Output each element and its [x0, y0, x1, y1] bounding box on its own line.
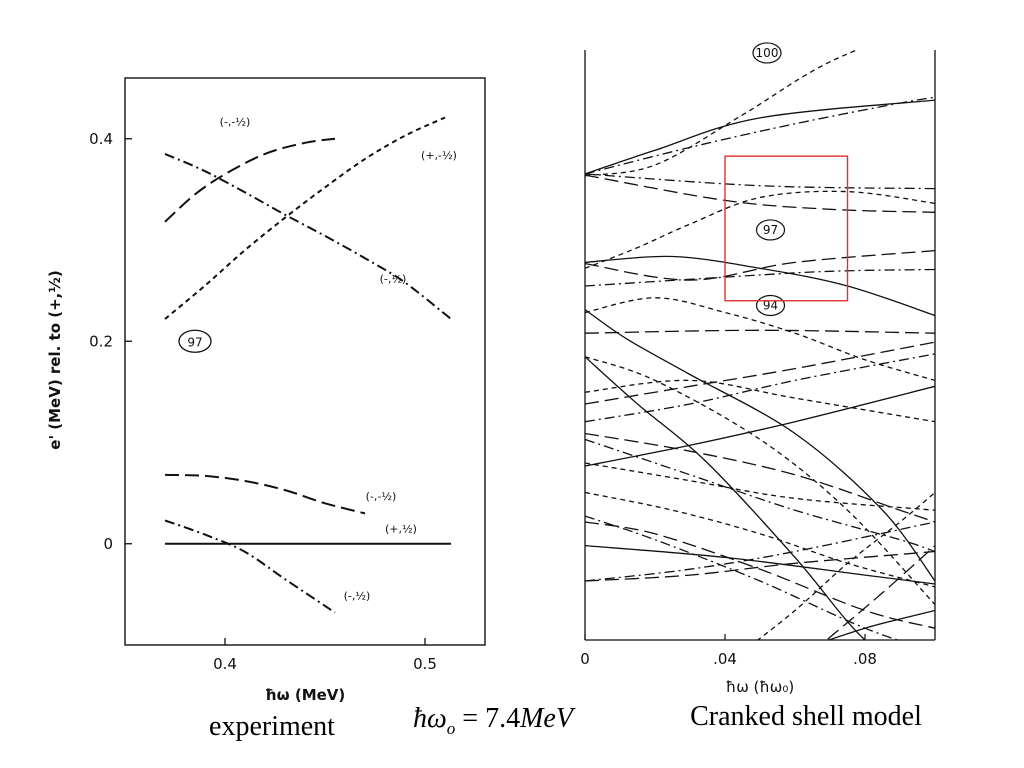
model-series-line: [585, 96, 935, 175]
experiment-x-axis-title: ħω (MeV): [265, 686, 346, 704]
model-series-line: [585, 99, 935, 175]
cranked-shell-model-panel: 0 .04 .08 100 97 94 ħω (ħω₀): [580, 42, 936, 696]
model-series-line: [826, 609, 935, 640]
curve-label: (-,-½): [366, 490, 397, 503]
x-tick-label: 0.5: [413, 655, 437, 673]
region-label: 97: [187, 335, 202, 349]
model-series-line: [585, 255, 935, 317]
x-tick-label: 0: [580, 650, 590, 668]
x-tick-label: .08: [853, 650, 877, 668]
curve-label: (-,½): [380, 273, 407, 286]
experiment-y-axis-title: e' (MeV) rel. to (+,½): [46, 270, 64, 449]
model-series-line: [585, 268, 935, 287]
experiment-panel: 0.4 0.5 0 0.2 0.4 (-,-½) (+,-½) (-,½) (-,-½) (+,…: [46, 77, 486, 704]
curve-label: (-,½): [344, 589, 371, 602]
model-series-line: [585, 249, 935, 281]
region-label: 94: [763, 298, 778, 312]
region-label-ring: [755, 219, 786, 241]
model-series-line: [585, 309, 935, 582]
region-label-ring: [752, 42, 782, 64]
curve-label: (+,-½): [421, 149, 457, 162]
experiment-axis-ticks: 0.4 0.5 0 0.2 0.4: [89, 130, 437, 673]
series-line: [164, 519, 336, 614]
experiment-series: [164, 116, 452, 614]
model-series-line: [585, 353, 935, 423]
region-label-ring: [178, 329, 212, 353]
model-series-line: [585, 356, 935, 606]
y-tick-label: 0.4: [89, 130, 113, 148]
experiment-plot-frame: [124, 77, 486, 646]
model-series-line: [585, 550, 935, 582]
region-label: 97: [763, 223, 778, 237]
caption-omega-formula: ħωo = 7.4MeV: [413, 703, 576, 738]
model-axis-ticks: 0 .04 .08: [580, 634, 877, 668]
x-tick-label: 0.4: [213, 655, 237, 673]
caption-cranked-shell-model: Cranked shell model: [690, 701, 922, 732]
model-series-line: [585, 174, 935, 213]
model-series-line: [585, 173, 935, 190]
curve-label: (-,-½): [220, 116, 251, 129]
model-series-line: [756, 492, 935, 640]
model-region-labels: 100 97 94: [752, 42, 786, 317]
model-series-line: [585, 521, 935, 582]
caption-experiment: experiment: [209, 711, 335, 742]
model-series-line: [585, 190, 935, 269]
model-series-line: [825, 545, 935, 640]
highlight-box: [724, 155, 849, 302]
series-line: [164, 152, 452, 320]
series-line: [164, 116, 446, 320]
x-tick-label: .04: [713, 650, 737, 668]
model-series-line: [585, 341, 935, 405]
caption-omega-unit: MeV: [519, 703, 576, 734]
model-series-line: [585, 544, 935, 585]
model-series-line: [585, 297, 935, 382]
series-line: [164, 137, 336, 223]
model-series-line: [585, 432, 935, 523]
y-tick-label: 0.2: [89, 332, 113, 350]
caption-omega-value: = 7.4: [455, 703, 520, 734]
series-line: [164, 473, 366, 515]
model-x-axis-title: ħω (ħω₀): [726, 678, 794, 696]
model-series-line: [585, 438, 935, 553]
curve-label: (+,½): [385, 523, 417, 536]
model-series-line: [585, 356, 866, 640]
model-series-line: [585, 379, 935, 423]
model-series-line: [585, 462, 935, 511]
model-series-line: [585, 50, 859, 177]
model-series-line: [585, 385, 935, 467]
experiment-curve-labels: (-,-½) (+,-½) (-,½) (-,-½) (+,½) (-,½) 97: [178, 116, 457, 602]
caption-omega-sub: o: [447, 719, 456, 738]
model-series-line: [585, 515, 900, 640]
model-series: [585, 50, 935, 640]
model-series-line: [585, 521, 935, 629]
model-series-line: [585, 329, 935, 334]
y-tick-label: 0: [103, 535, 113, 553]
region-label: 100: [756, 46, 779, 60]
caption-omega: ħω: [413, 703, 447, 734]
